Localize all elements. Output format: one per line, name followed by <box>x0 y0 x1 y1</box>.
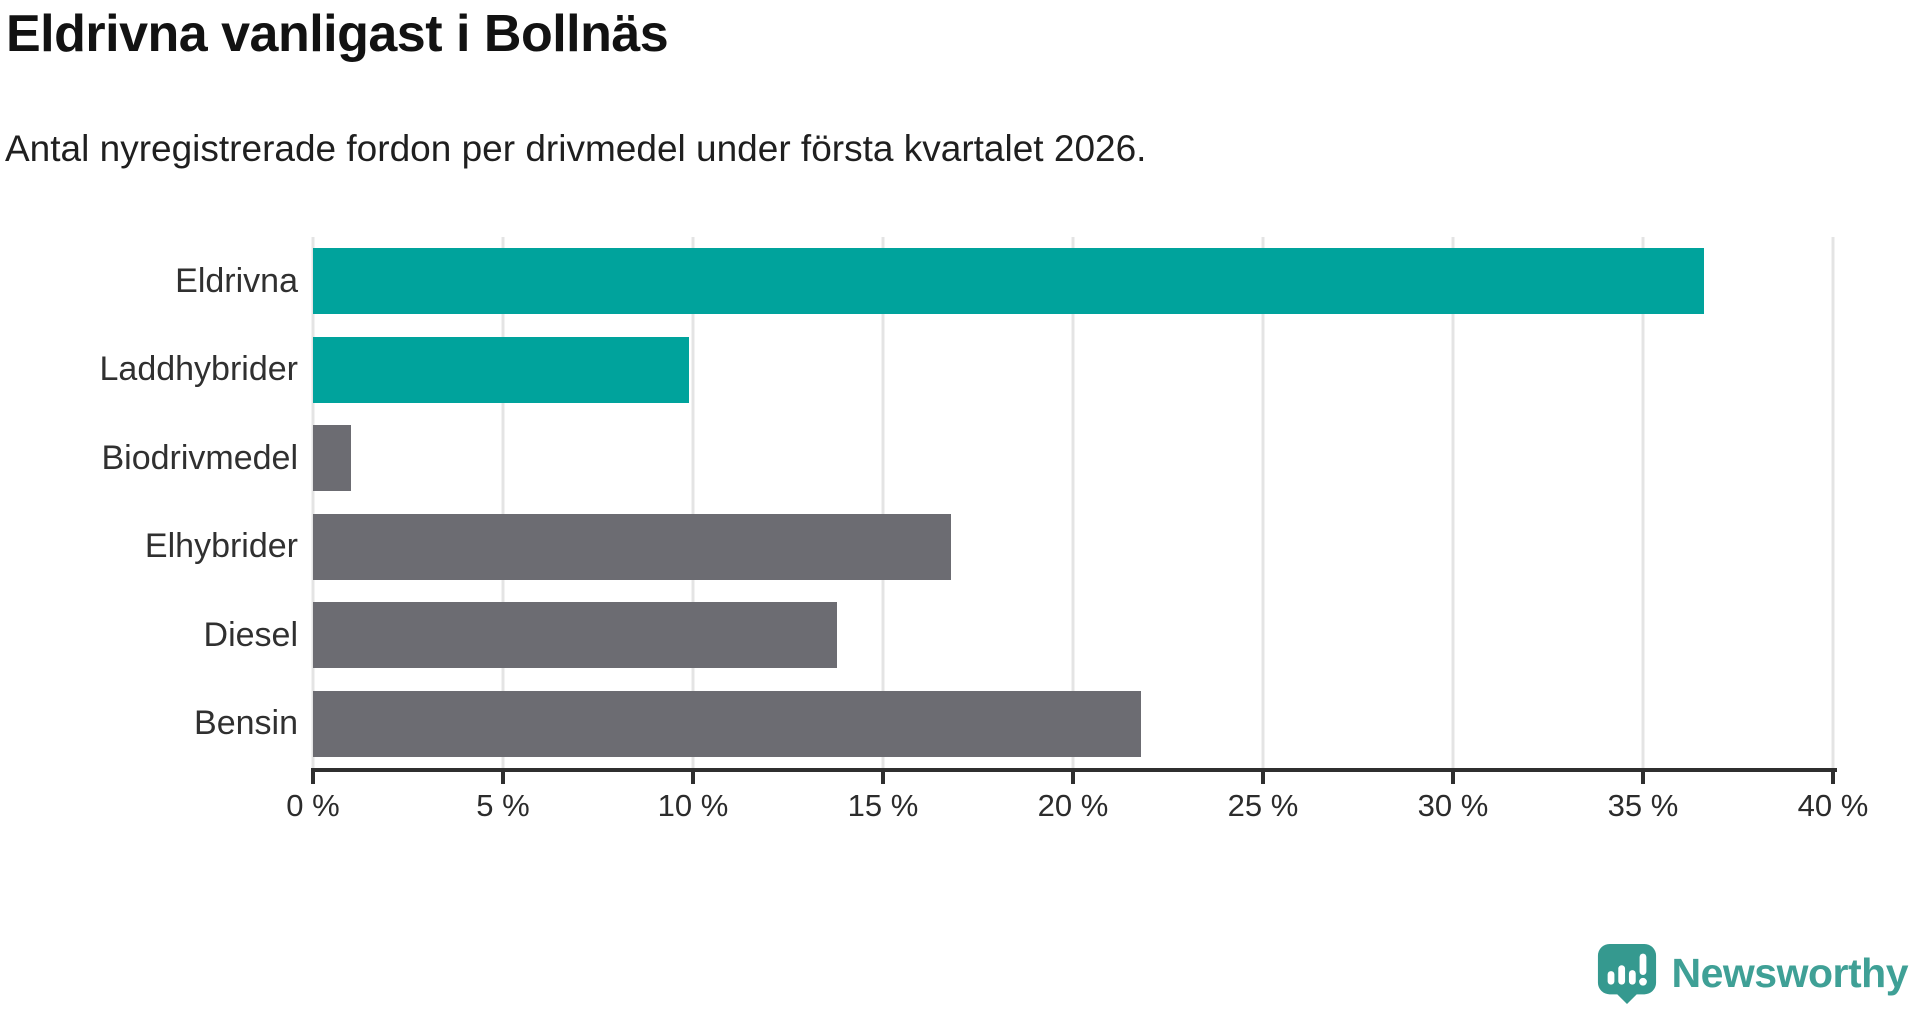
gridline <box>881 237 885 768</box>
bar-biodrivmedel <box>313 425 351 492</box>
bar-eldrivna <box>313 248 1704 315</box>
x-tick-label: 35 % <box>1607 788 1679 823</box>
x-tick <box>881 768 885 784</box>
category-label: Laddhybrider <box>99 350 298 389</box>
x-tick-label: 20 % <box>1037 788 1109 823</box>
x-tick-label: 15 % <box>847 788 919 823</box>
gridline <box>1071 237 1075 768</box>
gridline <box>691 237 695 768</box>
newsworthy-logo-icon <box>1597 943 1656 1004</box>
chart-title: Eldrivna vanligast i Bollnäs <box>6 5 669 63</box>
x-tick <box>311 768 315 784</box>
brand-name: Newsworthy <box>1671 949 1909 996</box>
x-tick <box>1261 768 1265 784</box>
gridline <box>1451 237 1455 768</box>
x-tick-label: 10 % <box>657 788 729 823</box>
bar-bensin <box>313 690 1142 757</box>
category-label: Diesel <box>203 615 298 654</box>
bar-diesel <box>313 602 838 669</box>
gridline <box>311 237 315 768</box>
x-tick-label: 40 % <box>1797 788 1869 823</box>
x-tick-label: 5 % <box>476 788 530 823</box>
gridline <box>1641 237 1645 768</box>
bar-chart: Eldrivna Laddhybrider Biodrivmedel Elhybrid… <box>0 237 1880 857</box>
category-label: Biodrivmedel <box>101 438 298 477</box>
x-tick <box>1071 768 1075 784</box>
category-label: Elhybrider <box>144 527 298 566</box>
category-label: Bensin <box>194 704 298 743</box>
brand-footer: Newsworthy <box>1596 942 1909 1004</box>
chart-subtitle: Antal nyregistrerade fordon per drivmede… <box>5 128 1147 169</box>
x-tick-label: 30 % <box>1417 788 1489 823</box>
gridline <box>1831 237 1835 768</box>
x-tick-label: 0 % <box>286 788 340 823</box>
x-tick <box>1831 768 1835 784</box>
x-tick <box>1641 768 1645 784</box>
x-tick <box>501 768 505 784</box>
x-tick <box>691 768 695 784</box>
bar-laddhybrider <box>313 336 690 403</box>
plot-area <box>311 237 1835 768</box>
bar-elhybrider <box>313 513 952 580</box>
gridline <box>1261 237 1265 768</box>
x-tick <box>1451 768 1455 784</box>
gridline <box>501 237 505 768</box>
category-label: Eldrivna <box>175 261 298 300</box>
x-tick-label: 25 % <box>1227 788 1299 823</box>
category-labels: Eldrivna Laddhybrider Biodrivmedel Elhybrid… <box>0 237 298 768</box>
